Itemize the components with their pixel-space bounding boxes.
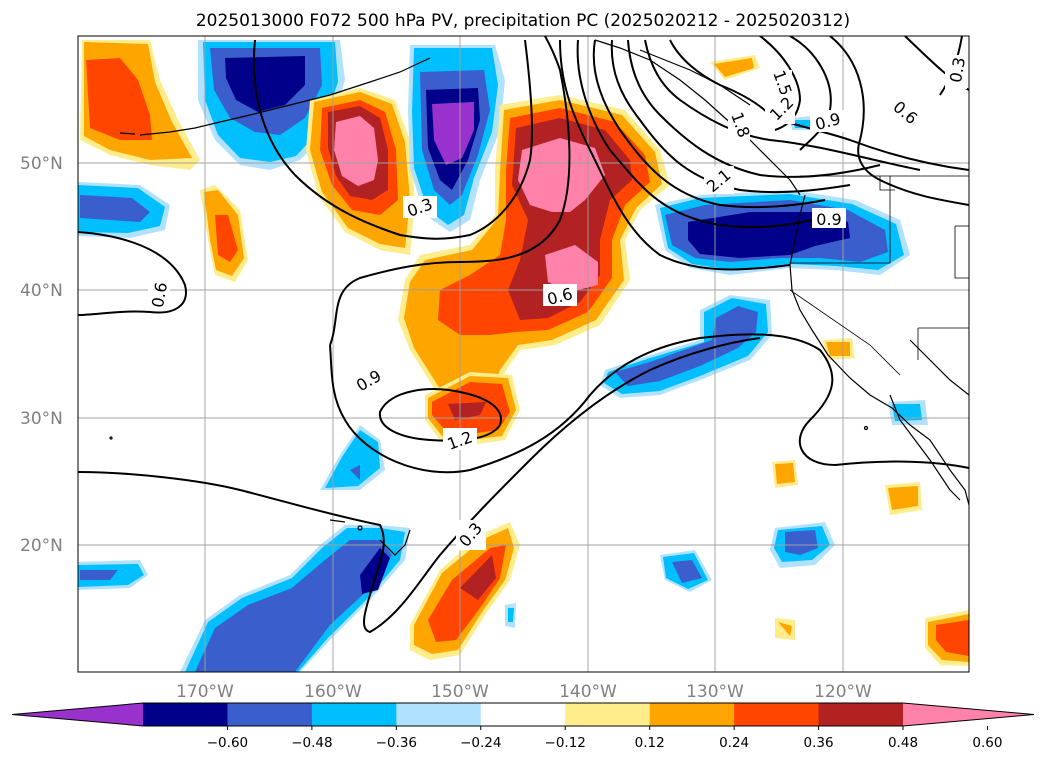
gridlines	[78, 36, 969, 672]
colorbar-extend-high	[903, 703, 1034, 726]
contour-label: 0.3	[946, 56, 969, 84]
colorbar-swatch	[649, 703, 735, 726]
colorbar-tick-label: 0.48	[888, 735, 918, 751]
colorbar-swatch	[818, 703, 904, 726]
colorbar-outline	[11, 702, 1035, 727]
colorbar-swatch	[227, 703, 313, 726]
contour-label: 0.9	[816, 210, 841, 229]
colorbar-swatch	[480, 703, 566, 726]
lon-label: 160°W	[304, 682, 362, 702]
colorbar-tick-label: −0.60	[207, 735, 248, 751]
colorbar-tick-label: −0.48	[291, 735, 332, 751]
contour-labels: 0.3 0.6 0.9 1.2 1.5 1.8 2.1 0.6 0.9 0.3	[148, 55, 969, 551]
precip-shading	[78, 40, 969, 672]
lon-label: 140°W	[559, 682, 617, 702]
colorbar-tick-label: −0.12	[545, 735, 586, 751]
colorbar-swatch	[396, 703, 482, 726]
lat-label: 50°N	[20, 154, 63, 174]
lon-label: 170°W	[176, 682, 234, 702]
lat-label: 30°N	[20, 409, 63, 429]
colorbar-extend-low	[12, 703, 143, 726]
lat-label: 20°N	[20, 536, 63, 556]
colorbar-tick-label: 0.60	[972, 735, 1002, 751]
colorbar-tick-label: 0.36	[804, 735, 834, 751]
map-title: 2025013000 F072 500 hPa PV, precipitatio…	[196, 11, 850, 31]
coastlines	[109, 39, 969, 556]
longitude-labels: 170°W 160°W 150°W 140°W 130°W 120°W	[176, 682, 872, 702]
colorbar-swatch	[311, 703, 397, 726]
colorbar-tick-label: −0.24	[460, 735, 501, 751]
lat-label: 40°N	[20, 281, 63, 301]
colorbar-tick-label: −0.36	[376, 735, 417, 751]
colorbar-swatch	[734, 703, 820, 726]
colorbar-tick-label: 0.24	[719, 735, 749, 751]
colorbar-tick-label: 0.12	[635, 735, 665, 751]
contour-label: 0.6	[148, 281, 171, 309]
colorbar-swatch	[565, 703, 651, 726]
colorbar: −0.60 −0.48 −0.36 −0.24 −0.12 0.12 0.24 0.36 0.4…	[11, 702, 1035, 751]
lon-label: 130°W	[686, 682, 744, 702]
lon-label: 120°W	[814, 682, 872, 702]
colorbar-swatch	[143, 703, 228, 726]
latitude-labels: 50°N 40°N 30°N 20°N	[20, 154, 63, 556]
state-borders	[789, 175, 969, 376]
map-panel: 0.3 0.6 0.9 1.2 1.5 1.8 2.1 0.6 0.9 0.3	[77, 35, 970, 673]
lon-label: 150°W	[431, 682, 489, 702]
